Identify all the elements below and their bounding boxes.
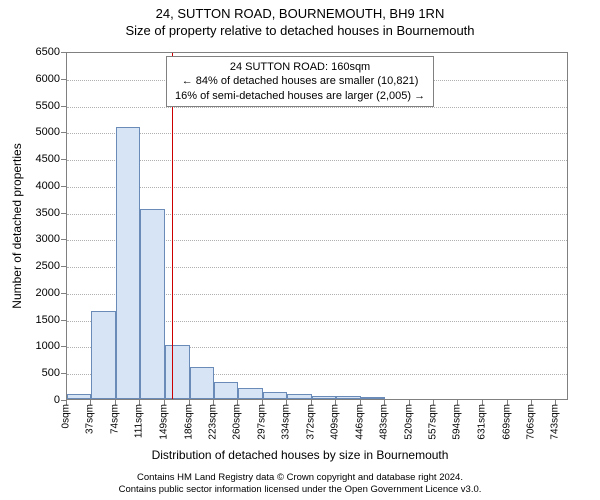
ytick-mark [61, 132, 66, 133]
ytick-mark [61, 186, 66, 187]
ytick-mark [61, 346, 66, 347]
gridline [67, 133, 567, 134]
ytick-mark [61, 266, 66, 267]
ytick-label: 5500 [20, 100, 60, 112]
x-axis-label: Distribution of detached houses by size … [0, 448, 600, 462]
xtick-label: 594sqm [452, 404, 463, 440]
footer: Contains HM Land Registry data © Crown c… [0, 472, 600, 496]
ytick-label: 1500 [20, 314, 60, 326]
xtick-label: 743sqm [550, 404, 561, 440]
ytick-label: 0 [20, 394, 60, 406]
title-block: 24, SUTTON ROAD, BOURNEMOUTH, BH9 1RN Si… [0, 0, 600, 38]
histogram-bar [361, 397, 385, 399]
annotation-line2: ← 84% of detached houses are smaller (10… [175, 74, 425, 88]
xtick-label: 669sqm [501, 404, 512, 440]
xtick-label: 37sqm [85, 404, 96, 434]
chart-area: 0500100015002000250030003500400045005000… [66, 52, 568, 400]
xtick-label: 706sqm [526, 404, 537, 440]
xtick-label: 297sqm [256, 404, 267, 440]
ytick-label: 2000 [20, 287, 60, 299]
ytick-mark [61, 52, 66, 53]
ytick-label: 6500 [20, 46, 60, 58]
ytick-mark [61, 373, 66, 374]
title-subtitle: Size of property relative to detached ho… [0, 23, 600, 38]
title-address: 24, SUTTON ROAD, BOURNEMOUTH, BH9 1RN [0, 6, 600, 21]
ytick-label: 1000 [20, 340, 60, 352]
histogram-bar [140, 209, 165, 399]
histogram-bar [165, 345, 189, 399]
histogram-bar [214, 382, 238, 399]
ytick-label: 5000 [20, 126, 60, 138]
xtick-label: 409sqm [330, 404, 341, 440]
xtick-label: 223sqm [207, 404, 218, 440]
gridline [67, 160, 567, 161]
ytick-label: 4000 [20, 180, 60, 192]
ytick-mark [61, 79, 66, 80]
histogram-bar [287, 394, 312, 399]
ytick-mark [61, 159, 66, 160]
histogram-bar [91, 311, 115, 399]
histogram-bar [190, 367, 214, 399]
ytick-mark [61, 320, 66, 321]
footer-line2: Contains public sector information licen… [0, 484, 600, 496]
histogram-bar [116, 127, 140, 399]
ytick-label: 3000 [20, 233, 60, 245]
footer-line1: Contains HM Land Registry data © Crown c… [0, 472, 600, 484]
ytick-label: 6000 [20, 73, 60, 85]
ytick-mark [61, 106, 66, 107]
y-axis-label: Number of detached properties [10, 143, 24, 308]
ytick-label: 3500 [20, 207, 60, 219]
xtick-label: 631sqm [476, 404, 487, 440]
ytick-mark [61, 239, 66, 240]
annotation-box: 24 SUTTON ROAD: 160sqm ← 84% of detached… [166, 56, 434, 107]
chart-container: 24, SUTTON ROAD, BOURNEMOUTH, BH9 1RN Si… [0, 0, 600, 500]
histogram-bar [238, 388, 262, 399]
histogram-bar [336, 396, 360, 399]
xtick-label: 372sqm [306, 404, 317, 440]
xtick-label: 334sqm [281, 404, 292, 440]
ytick-label: 2500 [20, 260, 60, 272]
xtick-label: 557sqm [427, 404, 438, 440]
xtick-label: 111sqm [134, 404, 145, 438]
xtick-label: 520sqm [403, 404, 414, 440]
gridline [67, 187, 567, 188]
ytick-mark [61, 213, 66, 214]
ytick-mark [61, 293, 66, 294]
ytick-label: 4500 [20, 153, 60, 165]
xtick-label: 74sqm [109, 404, 120, 434]
ytick-label: 500 [20, 367, 60, 379]
xtick-label: 186sqm [183, 404, 194, 440]
histogram-bar [312, 396, 336, 399]
xtick-label: 260sqm [232, 404, 243, 440]
annotation-line3: 16% of semi-detached houses are larger (… [175, 89, 425, 103]
xtick-label: 149sqm [159, 404, 170, 440]
xtick-label: 0sqm [61, 404, 72, 428]
xtick-label: 483sqm [379, 404, 390, 440]
histogram-bar [67, 394, 91, 399]
xtick-label: 446sqm [354, 404, 365, 440]
annotation-line1: 24 SUTTON ROAD: 160sqm [175, 60, 425, 74]
histogram-bar [263, 392, 287, 399]
